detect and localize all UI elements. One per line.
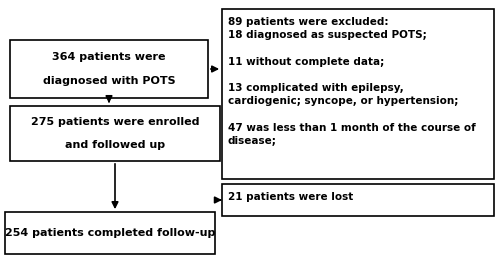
Text: 254 patients completed follow-up: 254 patients completed follow-up <box>5 228 215 238</box>
Text: 275 patients were enrolled

and followed up: 275 patients were enrolled and followed … <box>31 117 199 150</box>
Bar <box>10 106 220 161</box>
Text: 89 patients were excluded:
18 diagnosed as suspected POTS;

11 without complete : 89 patients were excluded: 18 diagnosed … <box>228 17 476 146</box>
Bar <box>222 9 494 179</box>
Bar <box>222 184 494 216</box>
Text: 364 patients were

diagnosed with POTS: 364 patients were diagnosed with POTS <box>42 52 175 86</box>
Bar <box>10 40 208 98</box>
Text: 21 patients were lost: 21 patients were lost <box>228 192 353 202</box>
Bar <box>5 212 215 254</box>
